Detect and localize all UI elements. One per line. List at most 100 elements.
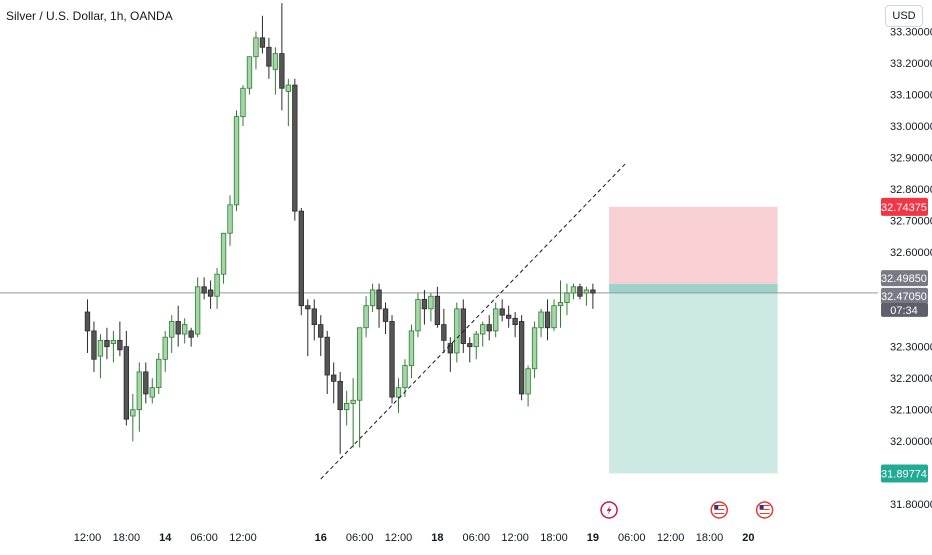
candle-body [421, 298, 428, 310]
candle [434, 286, 441, 328]
stop-loss-zone [609, 206, 778, 285]
candle-body [136, 371, 142, 411]
candle-body [110, 339, 117, 344]
candle-body [473, 333, 479, 348]
trendline [320, 163, 626, 480]
currency-button[interactable]: USD [885, 5, 923, 27]
candle-body [343, 402, 350, 411]
candle [512, 312, 518, 338]
us-flag-icon [755, 501, 774, 519]
candle [324, 330, 330, 394]
candle [408, 324, 415, 379]
countdown-tag-bg [881, 302, 928, 317]
candle-body [531, 327, 538, 370]
candle-body [538, 311, 544, 329]
candle [266, 37, 272, 79]
candle [369, 283, 376, 312]
x-tick-label: 12:00 [74, 532, 102, 544]
candle-body [233, 116, 240, 206]
candle [272, 47, 279, 95]
candle-body [415, 298, 421, 332]
entry-price-tag-bg [881, 270, 928, 287]
candle-body [480, 324, 486, 335]
candle [162, 330, 168, 372]
candle [428, 293, 434, 322]
candle-body [518, 321, 525, 395]
candle-body [395, 387, 402, 398]
candle [123, 330, 130, 426]
candle [531, 321, 538, 379]
candle [279, 3, 285, 111]
entry-price-tag: 32.49850 [881, 273, 927, 285]
candle [253, 31, 259, 70]
candle [415, 293, 421, 338]
candle-body [557, 302, 564, 307]
candle [421, 289, 428, 325]
candle-body [143, 371, 149, 395]
price-axis: 31.80000 32.00000 32.10000 32.20000 32.30000… [890, 27, 932, 512]
candle [156, 352, 162, 394]
current-price-tag-bg [881, 287, 928, 304]
candle [395, 378, 402, 413]
candle-body [369, 289, 376, 307]
y-tick-label: 33.00000 [890, 121, 932, 133]
candle-body [454, 308, 460, 354]
y-tick-label: 32.30000 [890, 342, 932, 354]
x-tick-label: 18:00 [540, 532, 568, 544]
candle [84, 299, 91, 353]
y-tick-label: 32.60000 [890, 247, 932, 259]
flag-canton [714, 505, 719, 509]
x-tick-label: 18 [431, 532, 443, 544]
x-tick-label: 12:00 [501, 532, 529, 544]
lightning-glyph [606, 505, 612, 515]
candle [564, 283, 570, 316]
candle-body [590, 289, 596, 294]
candle-body [130, 409, 136, 417]
candle-body [363, 305, 369, 329]
candle-body [285, 84, 292, 92]
candle-body [207, 289, 214, 297]
candle [136, 362, 142, 432]
candle [194, 277, 201, 338]
flag-stripe [759, 511, 770, 512]
candle [480, 321, 486, 347]
candle-body [324, 336, 330, 376]
candle [233, 110, 240, 212]
y-tick-label: 32.90000 [890, 153, 932, 165]
candles [84, 3, 596, 454]
current-price-tag: 32.47050 [881, 291, 927, 303]
y-tick-label: 33.30000 [890, 27, 932, 39]
candle-body [331, 374, 337, 382]
candle [376, 283, 382, 328]
candle [382, 302, 389, 335]
candle [525, 365, 531, 407]
candle [305, 299, 311, 357]
candle-body [292, 84, 298, 212]
lightning-icon [600, 501, 618, 519]
candle-body [220, 232, 227, 275]
flag-canton [759, 505, 764, 509]
y-tick-label: 32.70000 [890, 216, 932, 228]
candle [117, 321, 123, 357]
y-tick-label: 33.20000 [890, 58, 932, 70]
price-tags: 32.74375 32.49850 32.47050 07:34 31.89774 [881, 197, 928, 483]
candle [343, 390, 350, 426]
candle-body [402, 365, 408, 389]
candle [311, 299, 317, 341]
candle-body [227, 204, 233, 234]
candle-body [188, 330, 194, 338]
candle-body [123, 346, 130, 420]
candle-body [493, 308, 499, 332]
entry-bar [609, 284, 778, 293]
candle-body [583, 289, 590, 294]
candle-body [512, 317, 518, 326]
flag-stripe [759, 505, 770, 506]
candle-body [214, 273, 220, 297]
chart-title: Silver / U.S. Dollar, 1h, OANDA [6, 9, 173, 23]
candle [454, 302, 460, 363]
candle [538, 308, 544, 338]
candle [110, 330, 117, 363]
candle-body [434, 295, 441, 326]
